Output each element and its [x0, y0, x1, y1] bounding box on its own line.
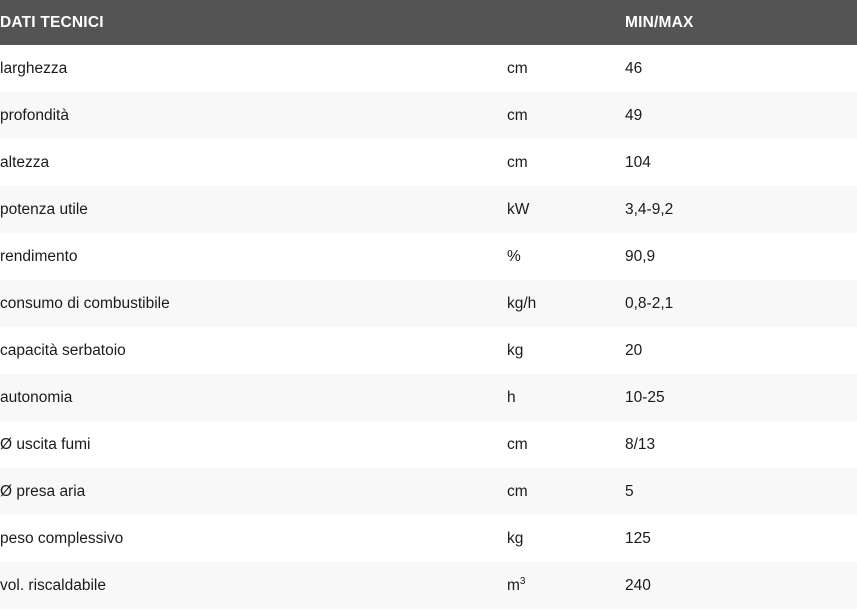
table-header-row: DATI TECNICI MIN/MAX — [0, 0, 857, 45]
cell-minmax-value: 240 — [625, 577, 651, 594]
cell-unit: m3 — [507, 575, 526, 594]
table-body: larghezza cm 46 profondità cm 49 altezza cm 104 p… — [0, 45, 857, 609]
table-row: altezza cm 104 — [0, 139, 857, 186]
table-row: peso complessivo kg 125 — [0, 515, 857, 562]
cell-spec-name: Ø presa aria — [0, 483, 86, 500]
cell-minmax-value: 125 — [625, 530, 651, 547]
cell-unit: h — [507, 389, 516, 406]
cell-spec-name: larghezza — [0, 60, 68, 77]
table-row: potenza utile kW 3,4-9,2 — [0, 186, 857, 233]
cell-minmax-value: 90,9 — [625, 248, 656, 265]
cell-spec-name: potenza utile — [0, 201, 88, 218]
table-row: autonomia h 10-25 — [0, 374, 857, 421]
table-row: larghezza cm 46 — [0, 45, 857, 92]
cell-spec-name: peso complessivo — [0, 530, 124, 547]
cell-spec-name: capacità serbatoio — [0, 342, 126, 359]
cell-minmax-value: 104 — [625, 154, 651, 171]
cell-minmax-value: 5 — [625, 483, 634, 500]
table-row: Ø uscita fumi cm 8/13 — [0, 421, 857, 468]
cell-minmax-value: 49 — [625, 107, 643, 124]
cell-minmax-value: 10-25 — [625, 389, 665, 406]
cell-spec-name: altezza — [0, 154, 50, 171]
column-header-spec-name: DATI TECNICI — [0, 14, 104, 31]
table-row: Ø presa aria cm 5 — [0, 468, 857, 515]
cell-spec-name: consumo di combustibile — [0, 295, 170, 312]
cell-minmax-value: 20 — [625, 342, 643, 359]
column-header-unit — [507, 0, 625, 45]
cell-minmax-value: 46 — [625, 60, 643, 77]
cell-spec-name: rendimento — [0, 248, 78, 265]
unit-superscript: 3 — [519, 575, 526, 587]
cell-minmax-value: 8/13 — [625, 436, 656, 453]
table-header: DATI TECNICI MIN/MAX — [0, 0, 857, 45]
cell-minmax-value: 0,8-2,1 — [625, 295, 674, 312]
table-row: vol. riscaldabile m3 240 — [0, 562, 857, 609]
cell-unit: cm — [507, 107, 528, 124]
cell-unit: % — [507, 248, 521, 265]
cell-unit: kW — [507, 201, 530, 218]
table-row: consumo di combustibile kg/h 0,8-2,1 — [0, 280, 857, 327]
cell-unit: cm — [507, 436, 528, 453]
cell-spec-name: vol. riscaldabile — [0, 577, 106, 594]
table-row: rendimento% 90,9 — [0, 233, 857, 280]
table-row: profondità cm 49 — [0, 92, 857, 139]
column-header-minmax: MIN/MAX — [625, 14, 694, 31]
cell-minmax-value: 3,4-9,2 — [625, 201, 674, 218]
cell-spec-name: Ø uscita fumi — [0, 436, 91, 453]
cell-unit: kg — [507, 342, 524, 359]
cell-unit: cm — [507, 483, 528, 500]
cell-unit: kg — [507, 530, 524, 547]
cell-unit: cm — [507, 154, 528, 171]
cell-unit: cm — [507, 60, 528, 77]
cell-spec-name: autonomia — [0, 389, 73, 406]
cell-spec-name: profondità — [0, 107, 69, 124]
cell-unit: kg/h — [507, 295, 537, 312]
table-row: capacità serbatoio kg 20 — [0, 327, 857, 374]
